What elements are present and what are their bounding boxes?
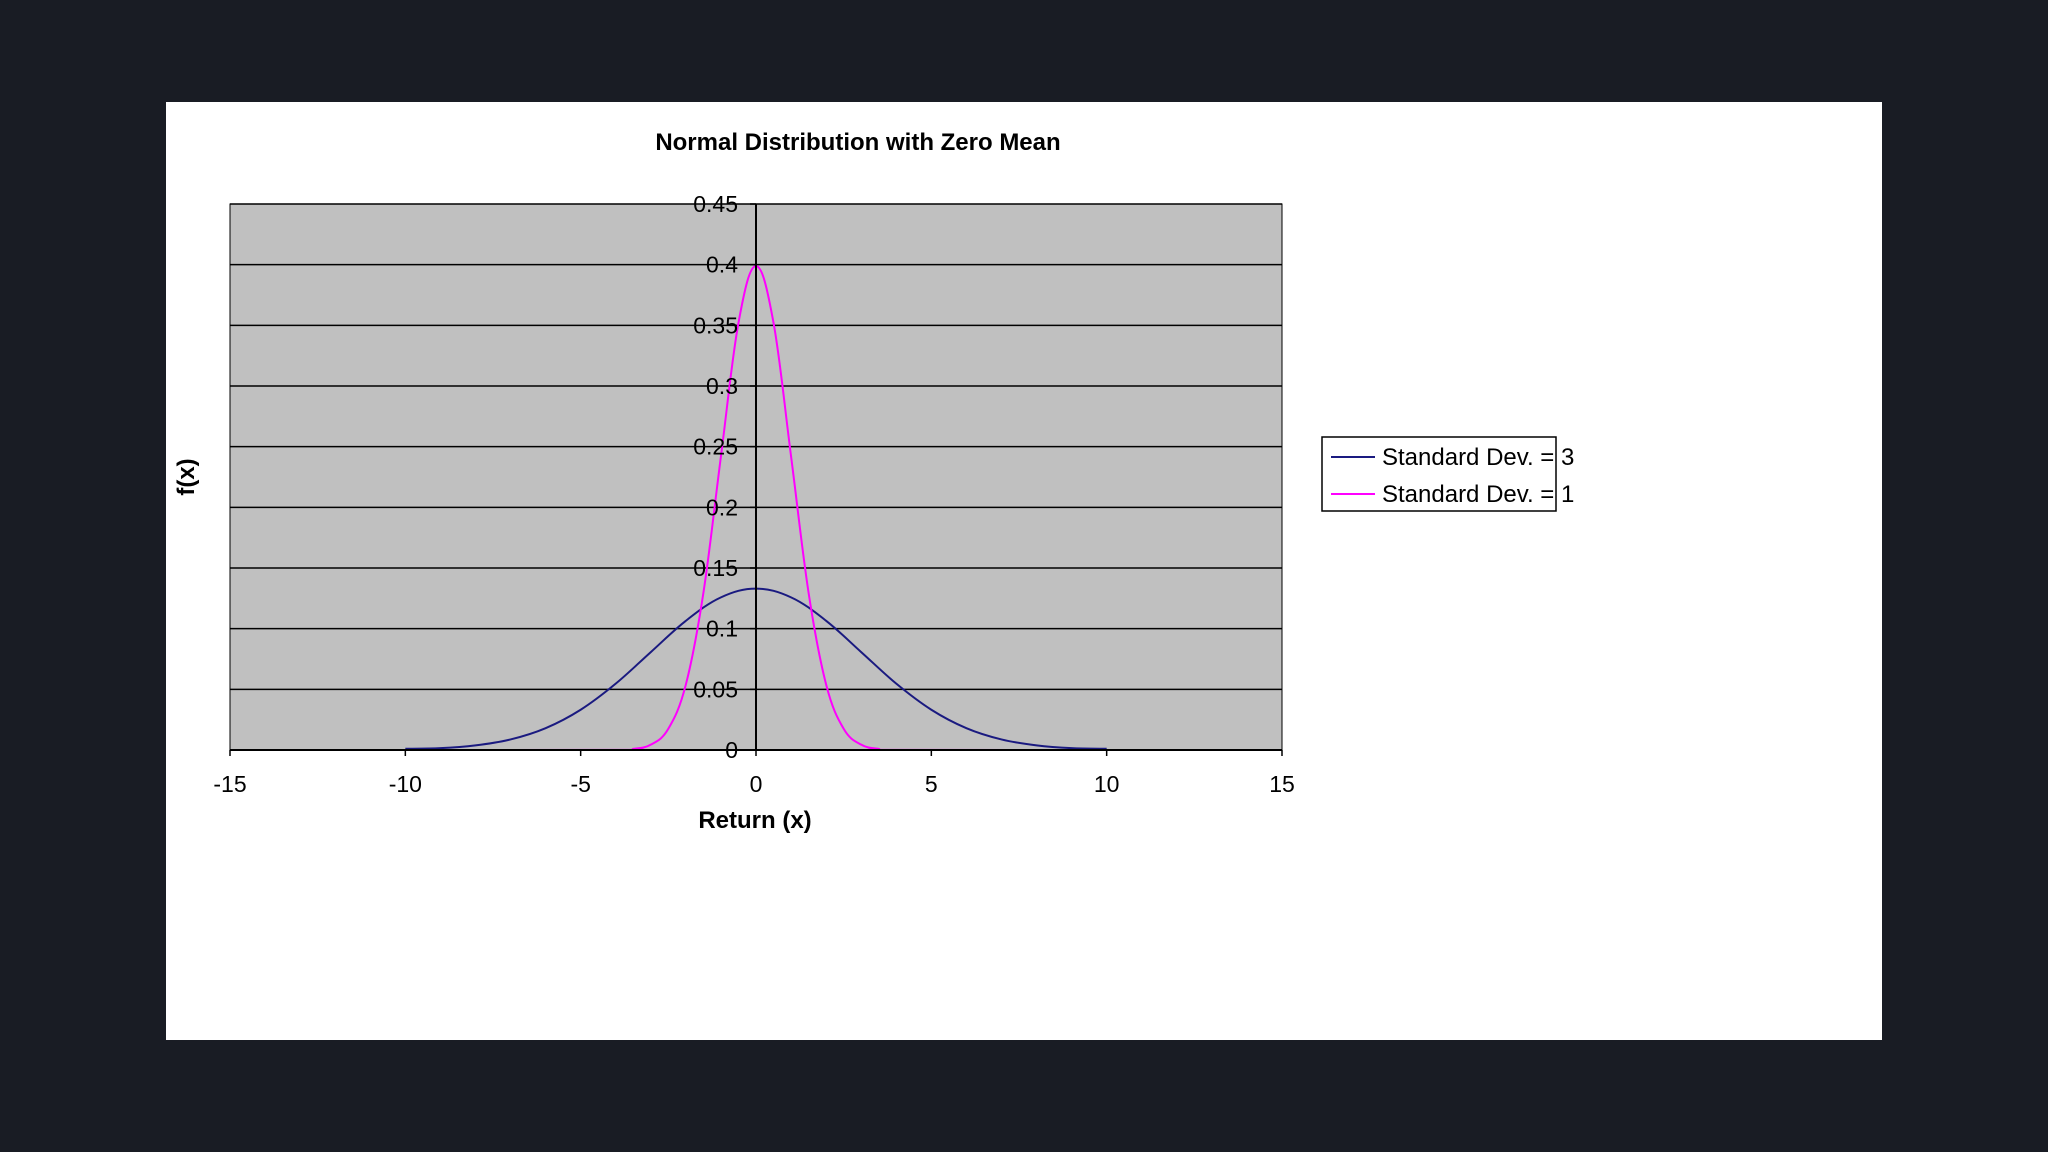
x-axis-title: Return (x) [698,807,811,834]
x-tick-label: 15 [1269,771,1295,797]
chart-svg: Normal Distribution with Zero Mean 0 0.05… [173,129,1574,834]
x-tick-label: 0 [750,771,763,797]
x-tick-label: 5 [925,771,938,797]
x-tick-label: -15 [213,771,246,797]
y-tick-label: 0.25 [693,434,738,460]
chart-frame: Normal Distribution with Zero Mean 0 0.05… [166,102,1882,1040]
y-tick-label: 0.05 [693,676,738,702]
legend-label-std3: Standard Dev. = 3 [1382,444,1574,471]
y-tick-label: 0.2 [706,494,738,520]
axes-layer [229,203,1283,756]
legend: Standard Dev. = 3 Standard Dev. = 1 [1321,436,1574,512]
y-tick-label: 0.4 [706,252,738,278]
y-tick-label: 0.35 [693,312,738,338]
tick-labels: 0 0.05 0.1 0.15 0.2 0.25 0.3 0.35 0.4 0.45 -15 -10 -… [213,191,1294,797]
y-tick-label: 0.3 [706,373,738,399]
y-tick-label: 0.45 [693,191,738,217]
legend-label-std1: Standard Dev. = 1 [1382,481,1574,508]
legend-box [1321,436,1557,512]
y-tick-label: 0 [725,737,738,763]
x-tick-label: 10 [1094,771,1120,797]
x-tick-label: -5 [570,771,590,797]
chart-title: Normal Distribution with Zero Mean [655,129,1060,156]
y-axis-title: f(x) [173,458,200,495]
y-tick-label: 0.15 [693,555,738,581]
y-tick-label: 0.1 [706,616,738,642]
x-tick-label: -10 [389,771,422,797]
